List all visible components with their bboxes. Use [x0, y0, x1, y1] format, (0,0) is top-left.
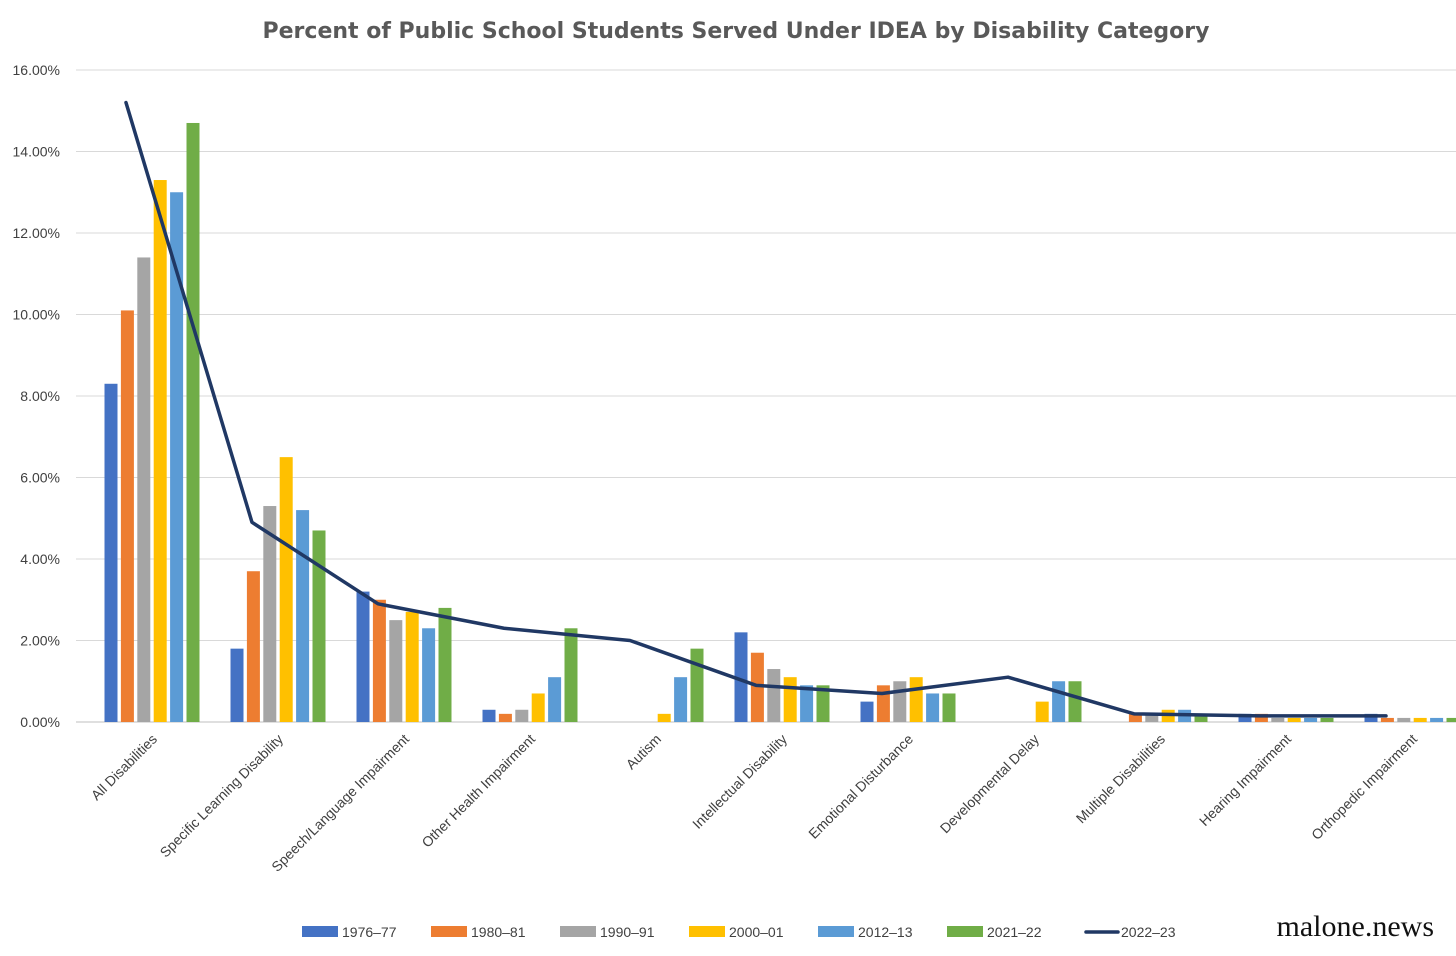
y-tick-label: 12.00%: [13, 225, 60, 241]
bar-1976–77-Specific Learning Disability: [230, 648, 244, 722]
bar-1976–77-Emotional Disturbance: [860, 701, 874, 722]
bar-2012–13-Intellectual Disability: [800, 685, 814, 722]
bar-1976–77-All Disabilities: [104, 383, 118, 722]
bar-2000–01-Autism: [657, 713, 671, 722]
y-tick-label: 10.00%: [13, 307, 60, 323]
y-tick-label: 16.00%: [13, 62, 60, 78]
legend-swatch-2021–22: [947, 926, 983, 937]
bar-1980–81-All Disabilities: [120, 310, 134, 722]
bar-2021–22-Other Health Impairment: [564, 628, 578, 722]
y-axis-ticks: 0.00% 2.00% 4.00% 6.00% 8.00% 10.00% 12.00% 14.…: [13, 62, 60, 730]
bar-1980–81-Specific Learning Disability: [246, 571, 260, 722]
bar-1990–91-Speech/Language Impairment: [389, 620, 403, 722]
y-tick-label: 2.00%: [20, 633, 60, 649]
y-tick-label: 0.00%: [20, 714, 60, 730]
bar-1976–77-Speech/Language Impairment: [356, 591, 370, 722]
y-tick-label: 4.00%: [20, 551, 60, 567]
bar-2021–22-Speech/Language Impairment: [438, 607, 452, 722]
bar-1980–81-Speech/Language Impairment: [372, 599, 386, 722]
legend-label-2021–22: 2021–22: [987, 924, 1042, 940]
bar-1980–81-Hearing Impairment: [1254, 713, 1268, 722]
bar-1990–91-Hearing Impairment: [1271, 717, 1285, 722]
bar-2021–22-Developmental Delay: [1068, 681, 1082, 722]
legend-label-1990–91: 1990–91: [600, 924, 655, 940]
bar-2021–22-Hearing Impairment: [1320, 717, 1334, 722]
bar-2000–01-Other Health Impairment: [531, 693, 545, 722]
bar-2000–01-All Disabilities: [153, 180, 167, 722]
bar-2012–13-Hearing Impairment: [1304, 717, 1318, 722]
line-series-2022–23: [124, 100, 1388, 718]
bar-2012–13-Speech/Language Impairment: [422, 628, 436, 722]
bar-1976–77-Hearing Impairment: [1238, 713, 1252, 722]
legend: 1976–77 1980–81 1990–91 2000–01 2012–13 2021–…: [302, 924, 1176, 940]
bar-2000–01-Speech/Language Impairment: [405, 611, 419, 722]
bar-2012–13-Other Health Impairment: [548, 677, 562, 722]
bar-2021–22-Autism: [690, 648, 704, 722]
bar-2000–01-Specific Learning Disability: [279, 457, 293, 722]
y-tick-label: 8.00%: [20, 388, 60, 404]
legend-label-2022–23: 2022–23: [1121, 924, 1176, 940]
chart-title: Percent of Public School Students Served…: [263, 19, 1210, 44]
legend-swatch-1976–77: [302, 926, 338, 937]
bar-1990–91-Intellectual Disability: [767, 669, 781, 722]
bar-2012–13-Orthopedic Impairment: [1430, 717, 1444, 722]
bar-1976–77-Intellectual Disability: [734, 632, 748, 722]
bar-2012–13-Emotional Disturbance: [926, 693, 940, 722]
legend-swatch-2000–01: [689, 926, 725, 937]
bar-1980–81-Intellectual Disability: [750, 652, 764, 722]
bar-2021–22-Intellectual Disability: [816, 685, 830, 722]
bar-1980–81-Multiple Disabilities: [1128, 713, 1142, 722]
bar-1990–91-Orthopedic Impairment: [1397, 717, 1411, 722]
bar-2021–22-Multiple Disabilities: [1194, 713, 1208, 722]
bar-2012–13-All Disabilities: [170, 192, 184, 722]
bar-1976–77-Orthopedic Impairment: [1364, 713, 1378, 722]
bar-1990–91-Specific Learning Disability: [263, 506, 277, 722]
legend-swatch-1980–81: [431, 926, 467, 937]
y-tick-label: 6.00%: [20, 470, 60, 486]
bar-1976–77-Other Health Impairment: [482, 709, 496, 722]
bar-1980–81-Other Health Impairment: [498, 713, 512, 722]
legend-label-2000–01: 2000–01: [729, 924, 784, 940]
bar-1990–91-Multiple Disabilities: [1145, 713, 1159, 722]
bar-2021–22-Emotional Disturbance: [942, 693, 956, 722]
legend-label-2012–13: 2012–13: [858, 924, 913, 940]
bar-1990–91-All Disabilities: [137, 257, 151, 722]
legend-label-1976–77: 1976–77: [342, 924, 397, 940]
bar-2012–13-Specific Learning Disability: [296, 510, 310, 722]
bar-1990–91-Emotional Disturbance: [893, 681, 907, 722]
bar-2000–01-Orthopedic Impairment: [1413, 717, 1427, 722]
bar-2000–01-Developmental Delay: [1035, 701, 1049, 722]
bar-2021–22-All Disabilities: [186, 122, 200, 723]
bar-1990–91-Other Health Impairment: [515, 709, 529, 722]
line-series: [124, 100, 1388, 718]
bar-1980–81-Emotional Disturbance: [876, 685, 890, 722]
bar-2000–01-Intellectual Disability: [783, 677, 797, 722]
legend-swatch-1990–91: [560, 926, 596, 937]
bar-2000–01-Hearing Impairment: [1287, 717, 1301, 722]
bar-1980–81-Orthopedic Impairment: [1380, 717, 1394, 722]
bar-2012–13-Developmental Delay: [1052, 681, 1066, 722]
watermark-text: malone.news: [1277, 910, 1434, 943]
bar-2000–01-Emotional Disturbance: [909, 677, 923, 722]
legend-swatch-2012–13: [818, 926, 854, 937]
bar-2021–22-Specific Learning Disability: [312, 530, 326, 722]
legend-label-1980–81: 1980–81: [471, 924, 526, 940]
bar-2012–13-Autism: [674, 677, 688, 722]
y-tick-label: 14.00%: [13, 144, 60, 160]
bars: [104, 122, 1456, 723]
bar-2021–22-Orthopedic Impairment: [1446, 717, 1456, 722]
